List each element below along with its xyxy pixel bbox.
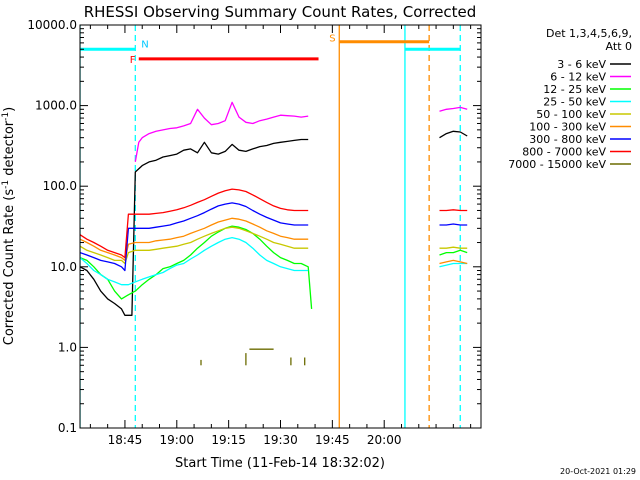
legend-label: 300 - 800 keV <box>529 133 606 146</box>
series-line <box>134 101 309 163</box>
footer-timestamp: 20-Oct-2021 01:29 <box>560 467 636 476</box>
x-tick-label: 20:00 <box>367 433 402 447</box>
series-line <box>80 138 309 316</box>
y-tick-label: 0.1 <box>58 421 77 435</box>
series-line <box>80 226 309 265</box>
x-tick-label: 19:15 <box>211 433 246 447</box>
mode-change-lines <box>80 25 461 428</box>
state-bar-label: S <box>329 34 335 45</box>
plot-frame <box>79 24 482 429</box>
series-line <box>439 249 468 256</box>
state-bar-label: F <box>130 55 136 66</box>
x-tick-label: 19:00 <box>159 433 194 447</box>
legend-header-line1: Det 1,3,4,5,6,9, <box>546 27 632 40</box>
legend-label: 3 - 6 keV <box>557 58 606 71</box>
series-line <box>80 202 309 272</box>
series-line <box>439 130 468 139</box>
series-line <box>439 262 468 268</box>
x-axis-label: Start Time (11-Feb-14 18:32:02) <box>175 456 385 471</box>
x-tick-label: 18:45 <box>108 433 143 447</box>
legend-label: 100 - 300 keV <box>529 121 606 134</box>
legend-label: 800 - 7000 keV <box>522 146 606 159</box>
state-bars: NF S <box>80 34 461 66</box>
x-tick-label: 19:45 <box>315 433 350 447</box>
y-tick-label: 1000.0 <box>35 99 77 113</box>
x-axis: 18:45 19:00 19:15 19:30 19:45 20:00 <box>89 25 472 447</box>
series-line <box>80 236 309 286</box>
state-bar-label: N <box>141 39 148 50</box>
y-axis-label: Corrected Count Rate (s-1 detector-1) <box>1 107 17 345</box>
series-line <box>80 217 309 262</box>
legend-label: 50 - 100 keV <box>536 108 606 121</box>
series-line <box>439 106 468 112</box>
y-tick-label: 100.0 <box>43 179 77 193</box>
count-rate-series <box>80 101 468 366</box>
chart-title: RHESSI Observing Summary Count Rates, Co… <box>84 3 477 21</box>
y-tick-label: 10000.0 <box>27 18 77 32</box>
legend-label: 25 - 50 keV <box>543 96 606 109</box>
legend-label: 6 - 12 keV <box>550 71 606 84</box>
legend-label: 12 - 25 keV <box>543 83 606 96</box>
series-line <box>439 246 468 249</box>
legend-label: 7000 - 15000 keV <box>508 158 606 171</box>
series-line <box>80 225 313 309</box>
y-tick-label: 1.0 <box>58 340 77 354</box>
x-tick-label: 19:30 <box>263 433 298 447</box>
y-axis: 0.1 1.0 10.0 100.0 1000.0 10000.0 <box>27 18 481 435</box>
series-line <box>80 188 309 259</box>
legend-header-line2: Att 0 <box>606 40 632 53</box>
series-line <box>439 259 468 265</box>
series-line <box>439 223 468 226</box>
y-tick-label: 10.0 <box>50 260 77 274</box>
series-line <box>439 209 468 212</box>
